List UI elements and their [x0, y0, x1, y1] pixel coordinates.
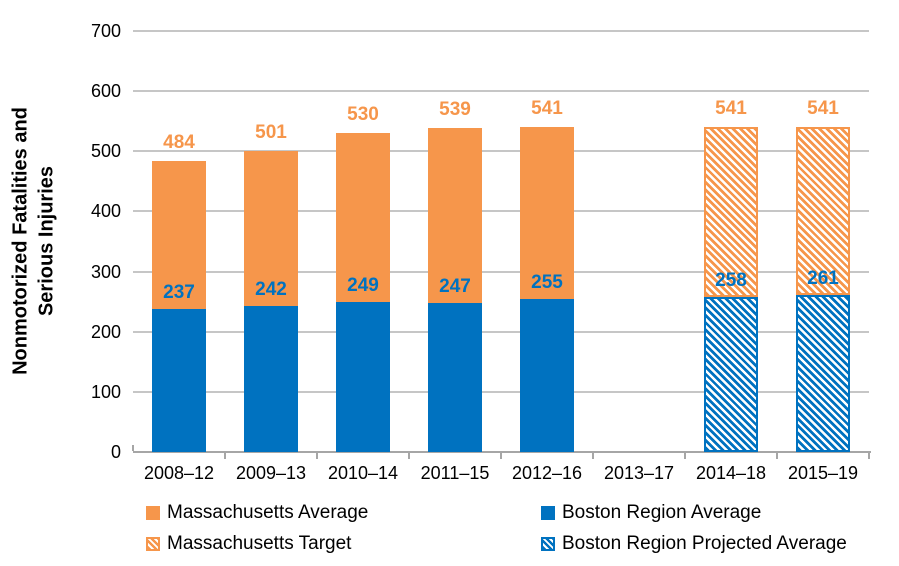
- bar-bottom-label: 237: [163, 282, 195, 304]
- gridline: [133, 30, 869, 32]
- x-axis-tick: [592, 453, 594, 459]
- x-axis-tick: [684, 453, 686, 459]
- legend-label: Boston Region Average: [562, 502, 762, 523]
- bar-total-label: 541: [807, 97, 839, 119]
- bar-total-label: 484: [163, 131, 195, 153]
- legend-item-boston-region-average: Boston Region Average: [541, 503, 761, 523]
- x-tick-label: 2010–14: [327, 463, 399, 483]
- x-tick-label: 2014–18: [695, 463, 767, 483]
- legend-item-boston-region-projected-average: Boston Region Projected Average: [541, 534, 847, 554]
- x-axis-line: [133, 451, 871, 453]
- bar-segment-massachusetts: [428, 127, 482, 304]
- y-tick-label: 300: [90, 261, 121, 282]
- bar-bottom-label: 242: [255, 279, 287, 301]
- x-axis-tick: [500, 453, 502, 459]
- gridline: [133, 270, 869, 273]
- gridline: [133, 90, 869, 93]
- legend-swatch-solid-orange-icon: [146, 506, 160, 520]
- x-axis-tick: [868, 453, 870, 459]
- bar-total-label: 530: [347, 104, 379, 126]
- x-axis-tick: [408, 453, 410, 459]
- x-tick-label: 2013–17: [603, 463, 675, 483]
- bar-segment-massachusetts: [336, 133, 390, 303]
- bar-segment-boston-region: [244, 306, 298, 452]
- bar-bottom-label: 258: [715, 269, 747, 291]
- y-tick-label: 700: [90, 21, 121, 41]
- y-tick-label: 500: [90, 141, 121, 162]
- gridline: [133, 330, 869, 333]
- bar-bottom-label: 261: [807, 268, 839, 290]
- y-tick-label: 600: [90, 81, 121, 102]
- legend-swatch-hatched-orange-icon: [146, 537, 160, 551]
- legend-label: Massachusetts Target: [167, 533, 352, 554]
- legend-swatch-solid-blue-icon: [541, 506, 555, 520]
- x-axis-tick: [316, 453, 318, 459]
- bar-total-label: 541: [715, 97, 747, 119]
- x-tick-label: 2009–13: [235, 463, 307, 483]
- x-axis-tick: [224, 453, 226, 459]
- bar-bottom-label: 249: [347, 275, 379, 297]
- y-tick-label: 0: [110, 442, 121, 462]
- bar-segment-boston-region: [796, 295, 850, 452]
- bar-total-label: 539: [439, 98, 471, 120]
- bar-total-label: 541: [531, 97, 563, 119]
- gridline: [133, 150, 869, 153]
- x-tick-label: 2011–15: [420, 463, 490, 483]
- bar-bottom-label: 255: [531, 271, 563, 293]
- x-tick-label: 2008–12: [143, 463, 215, 483]
- bar-segment-boston-region: [152, 309, 206, 452]
- x-tick-label: 2012–16: [511, 463, 583, 483]
- x-axis-tick: [776, 453, 778, 459]
- x-tick-label: 2015–19: [787, 463, 859, 483]
- bar-segment-boston-region: [520, 298, 574, 452]
- x-axis-tick: [132, 445, 134, 451]
- legend-label: Boston Region Projected Average: [562, 533, 847, 554]
- bar-segment-massachusetts: [520, 126, 574, 299]
- bar-segment-massachusetts: [704, 126, 758, 297]
- y-tick-label: 200: [90, 321, 121, 342]
- bar-segment-boston-region: [704, 296, 758, 452]
- y-tick-label: 100: [90, 381, 121, 402]
- gridline: [133, 210, 869, 213]
- gridline: [133, 390, 869, 393]
- bar-segment-boston-region: [428, 303, 482, 452]
- legend-label: Massachusetts Average: [167, 502, 369, 523]
- bar-total-label: 501: [255, 121, 287, 143]
- legend-swatch-hatched-blue-icon: [541, 537, 555, 551]
- bar-segment-massachusetts: [796, 126, 850, 296]
- y-tick-label: 400: [90, 201, 121, 222]
- legend-item-massachusetts-target: Massachusetts Target: [146, 534, 351, 554]
- bar-bottom-label: 247: [439, 276, 471, 298]
- legend-item-massachusetts-average: Massachusetts Average: [146, 503, 368, 523]
- bar-segment-boston-region: [336, 302, 390, 452]
- bar-segment-massachusetts: [152, 160, 206, 310]
- bar-segment-massachusetts: [244, 150, 298, 307]
